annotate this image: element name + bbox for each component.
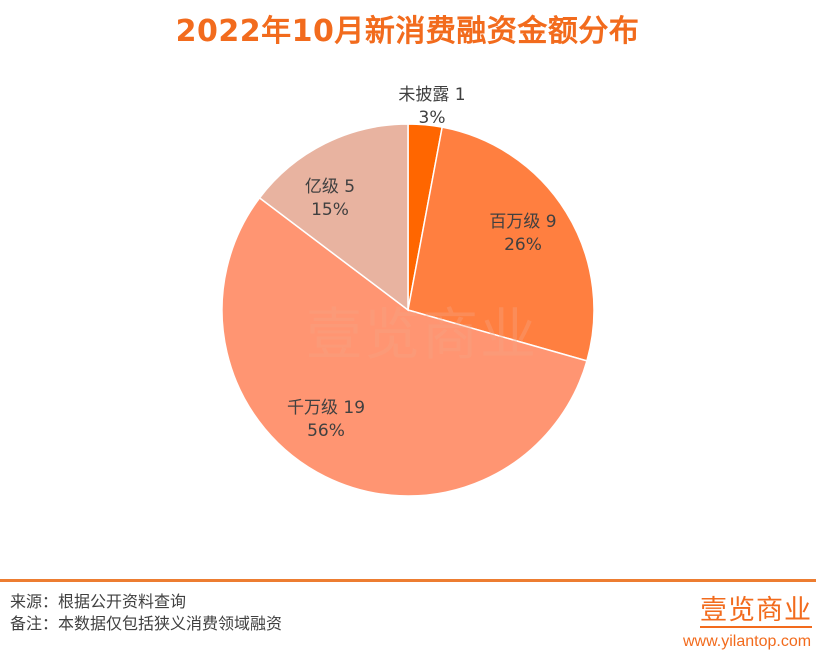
slice-label-4: 亿级 5	[305, 177, 355, 197]
slice-percent-2: 26%	[504, 235, 542, 255]
pie-chart-area: 壹览商业 未披露 1 3% 百万级 9 26% 千万级 19 56% 亿级 5 15%	[221, 85, 595, 497]
brand-logo: 壹览商业	[700, 595, 812, 628]
pie-slice-2	[407, 126, 595, 362]
slice-percent-3: 56%	[307, 421, 345, 441]
brand-url: www.yilantop.com	[683, 633, 812, 650]
watermark-text: 壹览商业	[306, 303, 538, 368]
pie-slices	[221, 123, 595, 497]
slice-percent-4: 15%	[311, 200, 349, 220]
chart-title: 2022年10月新消费融资金额分布	[175, 14, 640, 49]
source-note: 来源：根据公开资料查询	[10, 592, 187, 611]
slice-label-1: 未披露 1	[398, 85, 465, 105]
remark-note: 备注：本数据仅包括狭义消费领域融资	[10, 614, 283, 633]
pie-chart: 壹览商业 未披露 1 3% 百万级 9 26% 千万级 19 56% 亿级 5 15%	[221, 85, 595, 497]
footer-divider	[0, 579, 816, 582]
slice-label-3: 千万级 19	[287, 398, 365, 418]
slice-percent-1: 3%	[419, 108, 446, 128]
pie-slice-3	[221, 196, 588, 497]
slice-label-2: 百万级 9	[489, 212, 556, 232]
pie-labels: 未披露 1 3% 百万级 9 26% 千万级 19 56% 亿级 5 15%	[287, 85, 557, 441]
pie-slice-4	[258, 123, 409, 312]
